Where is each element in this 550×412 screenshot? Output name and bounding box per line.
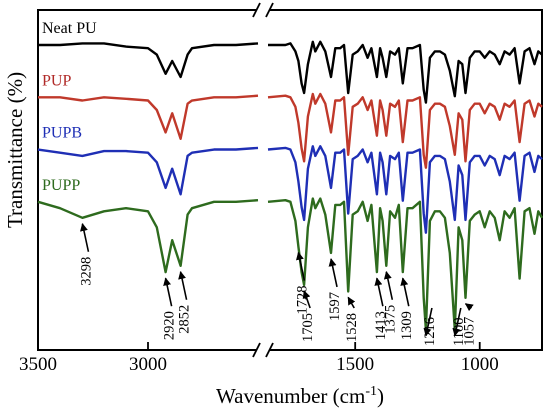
peak-arrow-2920 bbox=[163, 277, 173, 307]
peak-label-1413: 1413 bbox=[373, 311, 389, 340]
peak-label-1375: 1375 bbox=[382, 305, 398, 334]
series-line-pupp-high bbox=[37, 199, 259, 274]
axis-break-gap-bottom bbox=[257, 346, 269, 354]
peak-arrow-1728 bbox=[295, 251, 306, 281]
curves bbox=[37, 40, 544, 331]
peak-label-2920: 2920 bbox=[162, 311, 178, 340]
series-label-pupp: PUPP bbox=[42, 177, 80, 194]
peak-label-1597: 1597 bbox=[327, 292, 343, 321]
series-line-pupb-high bbox=[37, 146, 259, 196]
y-axis-title: Transmittance (%) bbox=[3, 72, 27, 228]
peak-label-1216: 1216 bbox=[422, 317, 438, 346]
peak-label-1309: 1309 bbox=[399, 311, 415, 340]
peak-label-1528: 1528 bbox=[344, 313, 360, 342]
axis-break-mark-top-right bbox=[265, 2, 274, 18]
series-line-neat-pu-fingerprint bbox=[268, 40, 543, 104]
plot-border bbox=[37, 9, 543, 351]
peak-arrow-1705 bbox=[302, 290, 311, 309]
peak-label-3298: 3298 bbox=[78, 257, 94, 286]
series-line-pup-fingerprint bbox=[267, 92, 543, 169]
axis-break-gap-top bbox=[257, 6, 269, 14]
x-axis-title: Wavenumber (cm-1) bbox=[216, 384, 384, 408]
x-axis-title-end: ) bbox=[377, 384, 384, 408]
peak-label-1100: 1100 bbox=[451, 318, 467, 346]
plot-frame bbox=[37, 2, 543, 358]
axis-break-mark-top-left bbox=[252, 2, 261, 18]
x-tick-label-3500: 3500 bbox=[19, 354, 57, 375]
series-line-neat-pu-high bbox=[38, 42, 259, 79]
x-axis-title-main: Wavenumber (cm bbox=[216, 384, 365, 408]
series-line-pupb-fingerprint bbox=[267, 145, 543, 234]
x-axis-title-superscript: -1 bbox=[365, 384, 377, 399]
x-axis-ticks: 3500 3000 1500 1000 bbox=[19, 342, 499, 375]
peak-label-2852: 2852 bbox=[177, 305, 193, 334]
peak-arrow-1528 bbox=[347, 296, 356, 309]
peak-arrow-1100 bbox=[452, 307, 462, 337]
x-tick-label-1000: 1000 bbox=[461, 354, 499, 375]
peak-arrow-1597 bbox=[328, 258, 338, 288]
series-line-pup-high bbox=[38, 94, 259, 140]
peak-arrow-3298 bbox=[80, 222, 90, 252]
peak-arrow-1375 bbox=[383, 270, 394, 300]
series-line-pupp-fingerprint bbox=[267, 197, 544, 331]
x-tick-label-3000: 3000 bbox=[129, 354, 167, 375]
series-label-pup: PUP bbox=[42, 72, 71, 89]
peak-label-1705: 1705 bbox=[300, 313, 316, 342]
peak-arrow-2852 bbox=[178, 270, 188, 300]
axis-break-mark-bottom-left bbox=[252, 342, 261, 358]
peak-arrow-1057 bbox=[464, 303, 474, 312]
series-labels: Neat PU PUP PUPB PUPP bbox=[42, 20, 97, 194]
peak-arrow-1413 bbox=[374, 277, 384, 307]
series-label-pupb: PUPB bbox=[42, 125, 82, 142]
series-label-neat-pu: Neat PU bbox=[42, 20, 97, 37]
axis-break-mark-bottom-right bbox=[265, 342, 274, 358]
peak-arrow-1309 bbox=[400, 277, 410, 307]
peak-label-1057: 1057 bbox=[462, 317, 478, 346]
x-tick-label-1500: 1500 bbox=[336, 354, 374, 375]
peak-arrow-1216 bbox=[423, 307, 433, 337]
